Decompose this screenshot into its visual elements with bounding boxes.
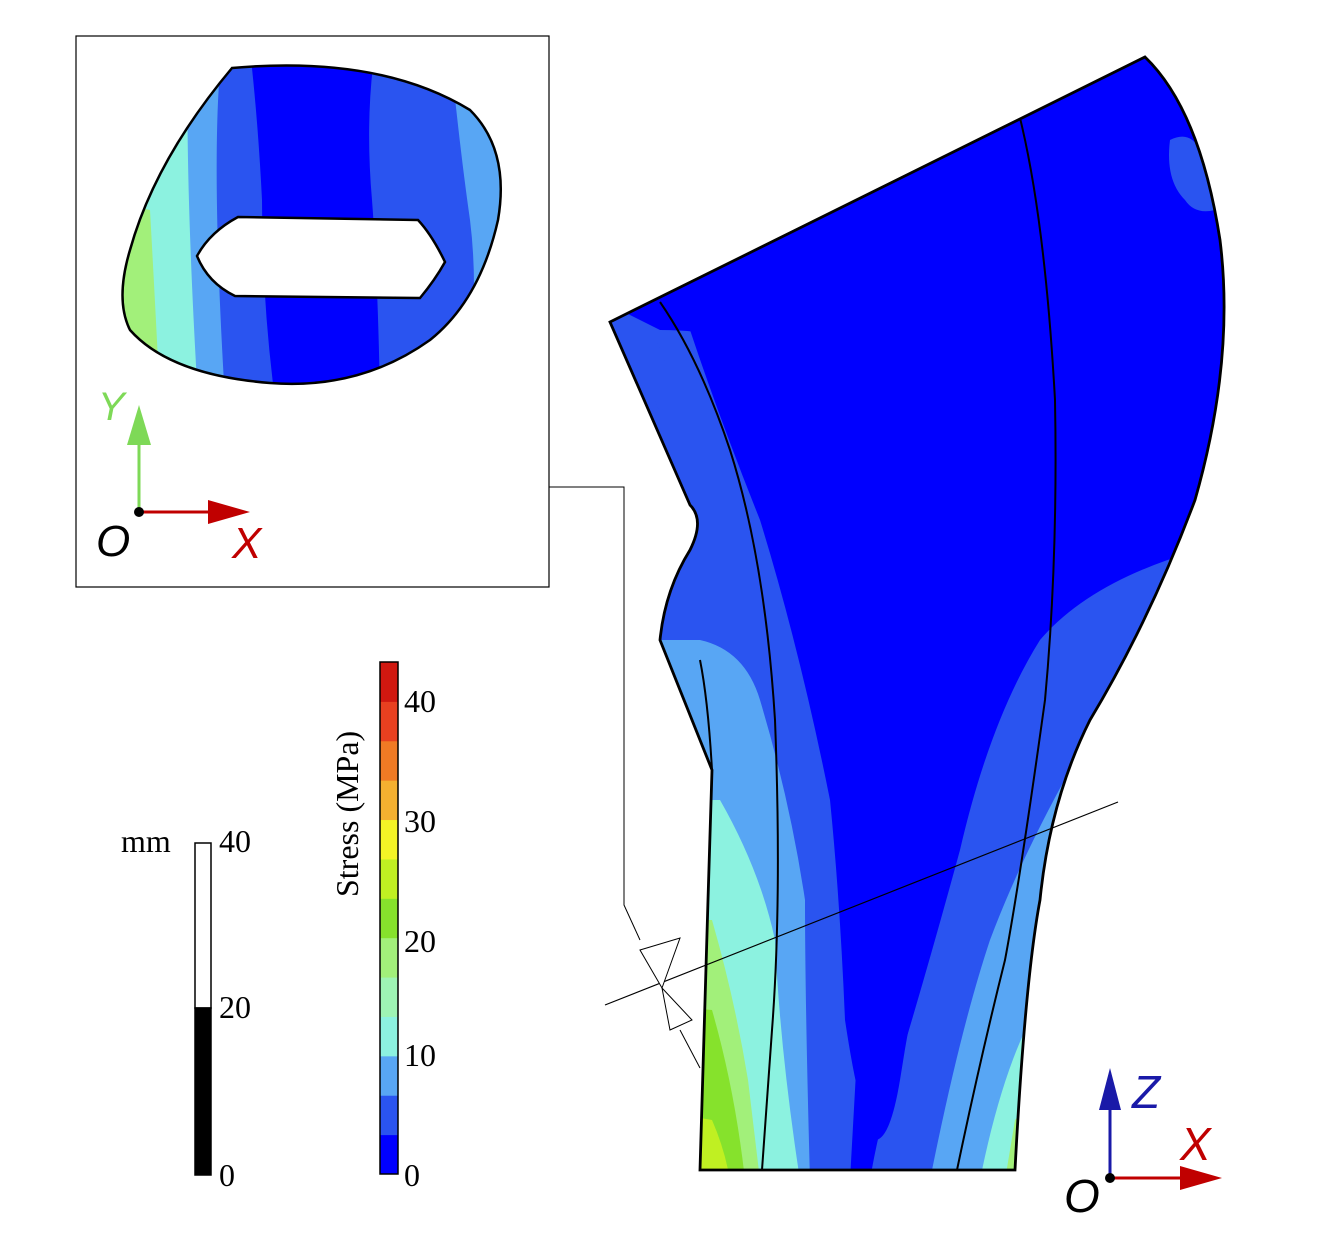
scale-tick-40: 40 <box>219 823 251 859</box>
y-axis-arrowhead <box>127 405 151 445</box>
colorbar-level-0 <box>380 1134 398 1175</box>
scale-bar-unit: mm <box>121 823 171 859</box>
colorbar-level-7 <box>380 858 398 899</box>
origin-dot <box>134 507 144 517</box>
inset-origin-label: O <box>96 517 130 566</box>
main-x-axis-arrowhead <box>1180 1166 1222 1190</box>
cross-section-inset: Y X O <box>75 35 641 941</box>
colorbar-level-8 <box>380 819 398 860</box>
colorbar-level-5 <box>380 937 398 978</box>
cross-section-outline <box>121 64 502 386</box>
colorbar-tick-10: 10 <box>404 1037 436 1073</box>
section-marker-upper <box>639 937 681 990</box>
inset-y-label: Y <box>98 385 128 429</box>
colorbar-level-6 <box>380 898 398 939</box>
main-origin-dot <box>1105 1173 1115 1183</box>
colorbar-levels <box>380 662 398 1175</box>
main-axes: Z X O <box>1064 1066 1222 1222</box>
colorbar-tick-20: 20 <box>404 923 436 959</box>
inset-connector-line <box>549 486 641 941</box>
colorbar-tick-40: 40 <box>404 683 436 719</box>
inset-x-label: X <box>231 519 263 568</box>
main-x-label: X <box>1179 1118 1213 1170</box>
bone-inner-edge <box>699 659 713 771</box>
cortex-line-left <box>659 301 779 1171</box>
colorbar-level-11 <box>380 701 398 742</box>
medullary-canal <box>195 215 447 300</box>
colorbar-label: Stress (MPa) <box>329 731 365 897</box>
colorbar-tick-30: 30 <box>404 803 436 839</box>
colorbar-level-9 <box>380 780 398 821</box>
z-axis-arrowhead <box>1099 1068 1121 1110</box>
scale-tick-0: 0 <box>219 1157 235 1193</box>
colorbar-level-2 <box>380 1055 398 1096</box>
bone-outline <box>608 55 1226 1172</box>
scale-bar-upper <box>194 842 212 1009</box>
stress-colorbar: Stress (MPa) 0 10 20 30 40 <box>329 661 436 1193</box>
section-marker-lower <box>661 986 693 1031</box>
main-z-label: Z <box>1131 1066 1162 1118</box>
x-axis-arrowhead <box>208 500 250 524</box>
colorbar-level-1 <box>380 1095 398 1136</box>
colorbar-tick-0: 0 <box>404 1157 420 1193</box>
scale-tick-20: 20 <box>219 989 251 1025</box>
section-plane-line <box>604 801 1119 1006</box>
colorbar-level-12 <box>380 662 398 702</box>
bone-stress-contour <box>608 55 1226 1172</box>
section-marker-leader <box>679 1029 701 1069</box>
main-origin-label: O <box>1064 1170 1100 1222</box>
scale-bar-lower <box>194 1007 212 1176</box>
scale-bar: mm 0 20 40 <box>121 823 251 1193</box>
colorbar-level-10 <box>380 740 398 781</box>
colorbar-level-4 <box>380 977 398 1017</box>
colorbar-frame <box>379 661 399 1175</box>
colorbar-level-3 <box>380 1016 398 1057</box>
cortex-line-right <box>956 117 1057 1171</box>
